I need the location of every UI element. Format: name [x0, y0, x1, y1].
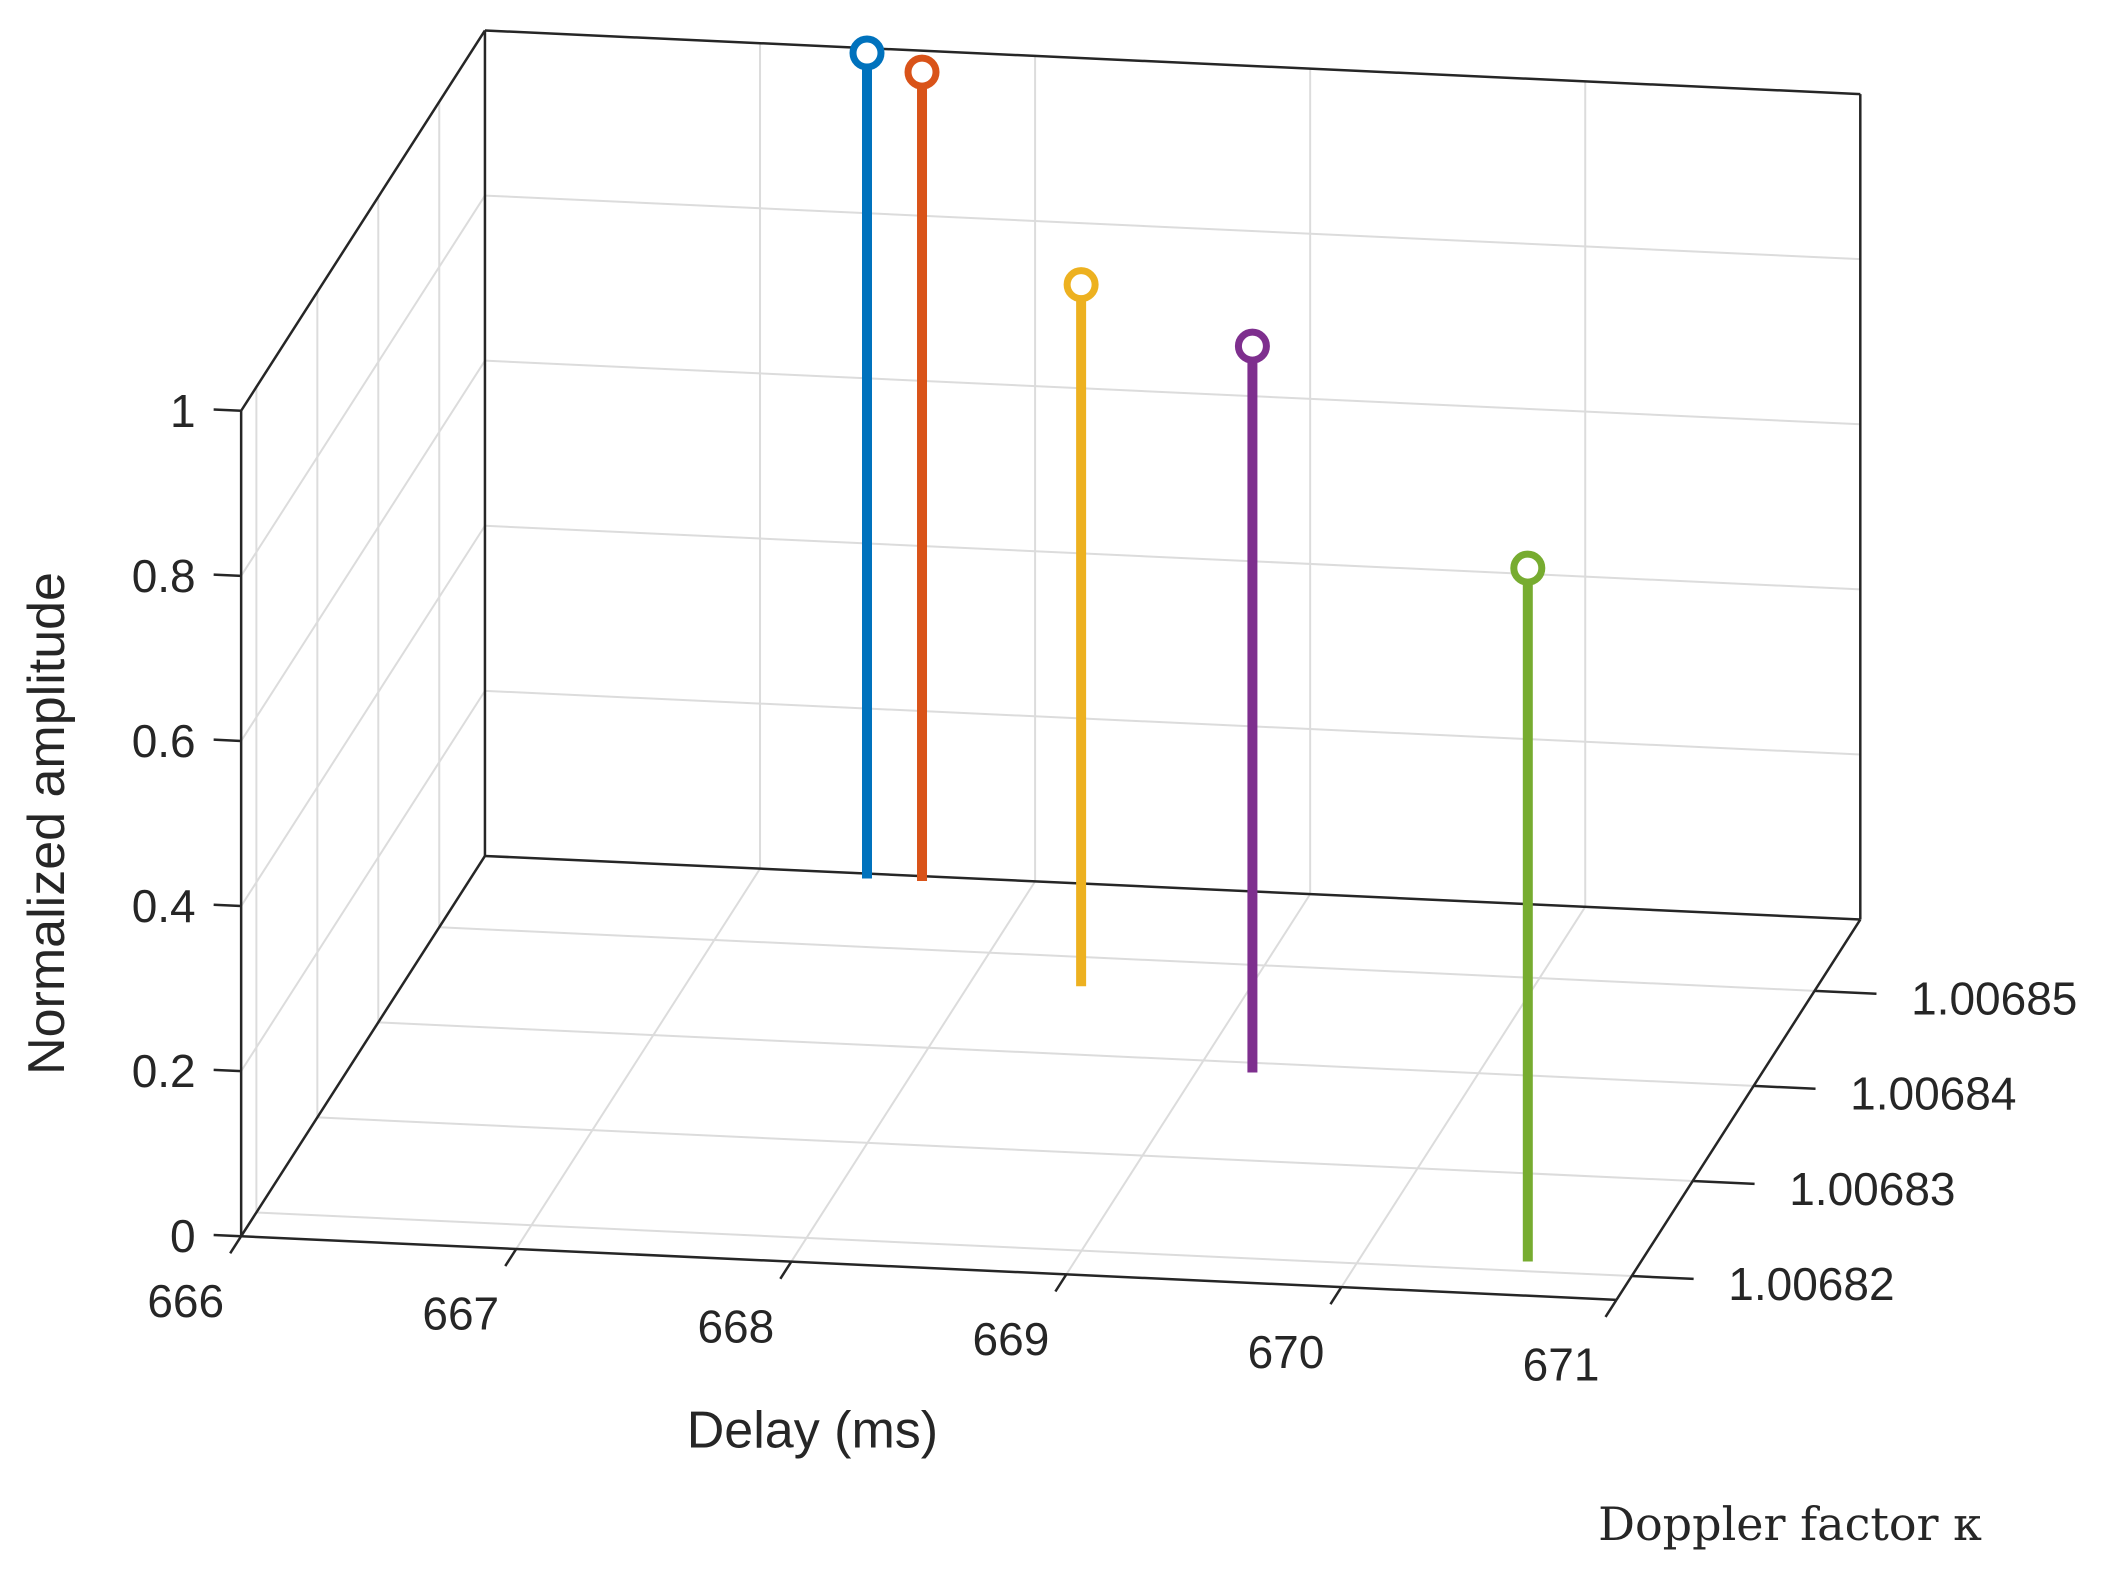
- x-tick-mark: [1329, 1286, 1343, 1305]
- stems: [849, 35, 1546, 1262]
- y-tick-label: 1.00682: [1728, 1258, 1894, 1310]
- floor-grid-line: [790, 880, 1036, 1263]
- x-tick-label: 670: [1248, 1326, 1325, 1378]
- z-tick-label: 0.8: [132, 550, 196, 602]
- z-tick-mark: [213, 1233, 242, 1238]
- side-wall-grid-line: [240, 360, 486, 742]
- y-axis-label: Doppler factor κ: [1598, 1497, 1982, 1551]
- axis-edge: [484, 29, 1861, 96]
- stem-marker: [1510, 550, 1546, 586]
- floor-grid-line: [256, 1211, 1632, 1278]
- x-tick-label: 671: [1523, 1338, 1600, 1390]
- y-tick-label: 1.00684: [1850, 1068, 2016, 1120]
- x-tick-mark: [779, 1260, 793, 1280]
- z-tick-label: 0.4: [132, 880, 196, 932]
- stem-marker: [849, 35, 885, 71]
- z-tick-label: 0: [170, 1210, 196, 1262]
- axes-box: [213, 29, 1877, 1318]
- x-tick-label: 666: [147, 1275, 224, 1327]
- floor-grid-line: [378, 1021, 1754, 1087]
- z-tick-label: 0.2: [132, 1045, 196, 1097]
- z-tick-mark: [213, 738, 242, 743]
- tick-labels: 666 667 668 669 670 671 1.00682 1.00683 1.00684 1…: [132, 385, 2078, 1391]
- y-tick-label: 1.00683: [1789, 1163, 1955, 1215]
- z-axis-label: Normalized amplitude: [18, 572, 76, 1075]
- axis-edge: [240, 855, 487, 1237]
- side-wall-grid-line: [240, 690, 486, 1072]
- stem-marker: [1234, 328, 1270, 364]
- x-tick-mark: [504, 1248, 518, 1267]
- side-wall-grid-line: [240, 525, 486, 907]
- axis-edge: [1615, 918, 1862, 1301]
- z-tick-mark: [213, 1068, 242, 1073]
- y-tick-mark: [1631, 1274, 1694, 1281]
- floor-grid-line: [1340, 906, 1587, 1288]
- floor-grid-line: [515, 868, 761, 1250]
- x-tick-mark: [1604, 1299, 1618, 1318]
- floor-grid-line: [1065, 893, 1312, 1275]
- x-tick-mark: [229, 1235, 243, 1255]
- y-tick-mark: [1814, 989, 1877, 995]
- y-tick-mark: [1753, 1084, 1816, 1091]
- y-tick-mark: [1692, 1179, 1755, 1186]
- floor-grid-line: [439, 926, 1815, 992]
- back-wall-grid-line: [484, 359, 1861, 426]
- x-tick-mark: [1054, 1273, 1068, 1293]
- floor-grid-line: [317, 1116, 1693, 1182]
- x-axis-label: Delay (ms): [687, 1402, 938, 1460]
- x-tick-label: 668: [697, 1300, 774, 1352]
- back-wall-grid-line: [484, 689, 1861, 756]
- y-tick-label: 1.00685: [1911, 973, 2077, 1025]
- z-tick-label: 0.6: [132, 715, 196, 767]
- z-tick-label: 1: [170, 385, 196, 437]
- x-tick-label: 667: [422, 1288, 499, 1340]
- side-wall-grid-line: [240, 195, 486, 577]
- stem-marker: [904, 54, 940, 90]
- stem-marker: [1063, 267, 1099, 303]
- z-tick-mark: [213, 573, 242, 578]
- x-tick-label: 669: [973, 1313, 1050, 1365]
- z-tick-mark: [213, 408, 242, 412]
- back-wall-grid-line: [484, 524, 1861, 591]
- z-tick-mark: [213, 903, 242, 908]
- axis-edge: [240, 29, 487, 412]
- axis-edge: [484, 854, 1861, 921]
- axis-edge: [241, 1234, 1617, 1302]
- back-wall-grid-line: [484, 194, 1861, 261]
